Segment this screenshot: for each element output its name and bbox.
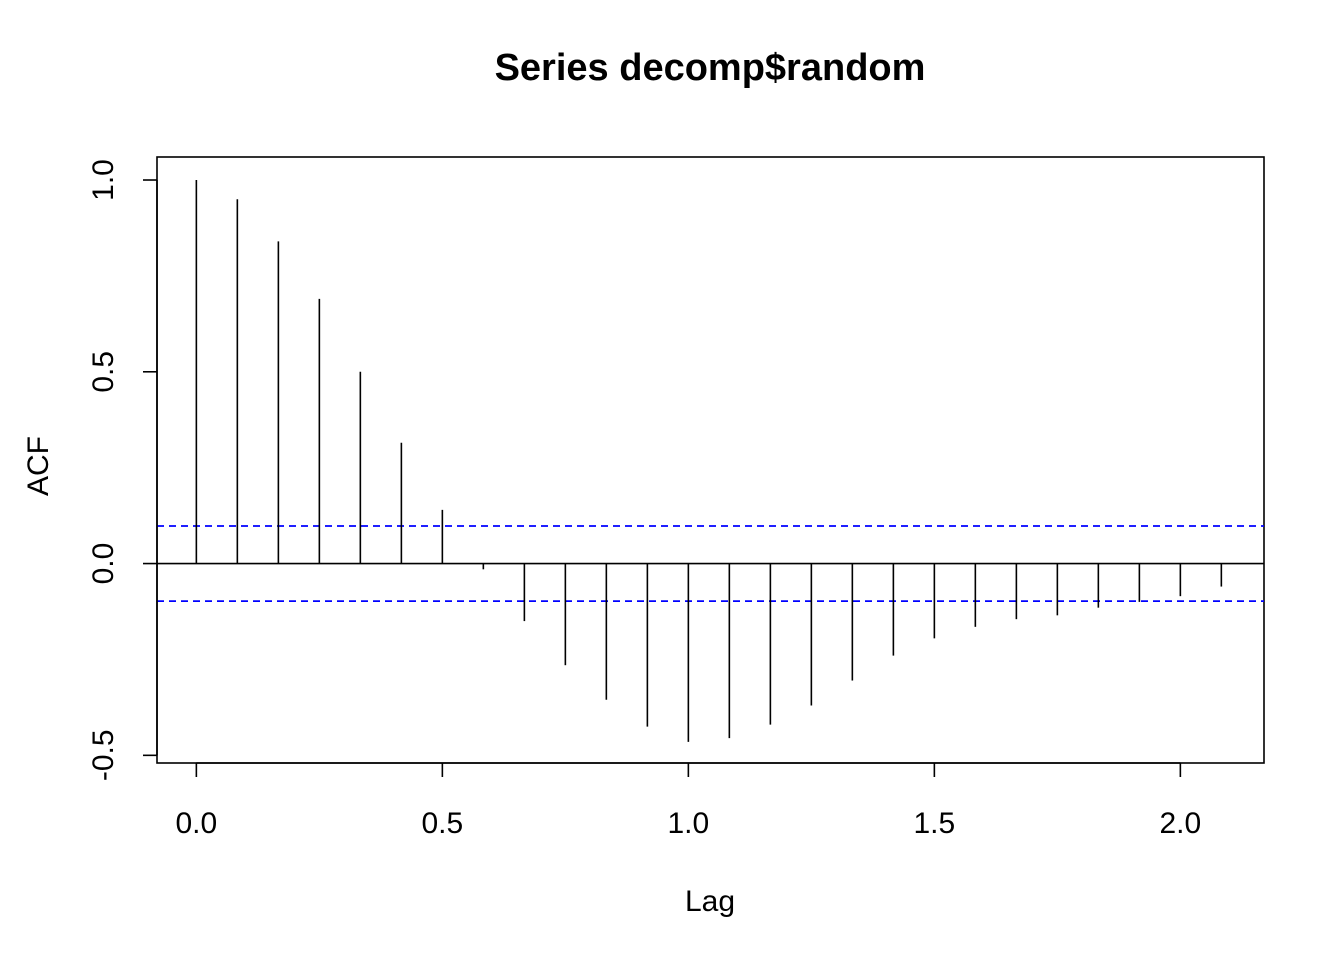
plot-box (156, 156, 1265, 764)
x-tick-label-3: 1.5 (914, 807, 956, 840)
y-tick-label-3: 1.0 (87, 159, 120, 201)
y-tick-label-1: 0.0 (87, 543, 120, 585)
x-tick-label-0: 0.0 (176, 807, 218, 840)
x-axis-label: Lag (685, 885, 735, 918)
y-axis-label: ACF (22, 436, 55, 496)
y-tick-label-2: 0.5 (87, 351, 120, 393)
plot-layer: 0.0 0.5 1.0 1.5 2.0 -0.5 0.0 0.5 1.0 (87, 159, 1264, 840)
y-tick-label-0: -0.5 (87, 729, 120, 781)
chart-title: Series decomp$random (495, 47, 926, 89)
x-tick-label-4: 2.0 (1160, 807, 1202, 840)
x-tick-label-1: 0.5 (422, 807, 464, 840)
x-tick-label-2: 1.0 (668, 807, 710, 840)
